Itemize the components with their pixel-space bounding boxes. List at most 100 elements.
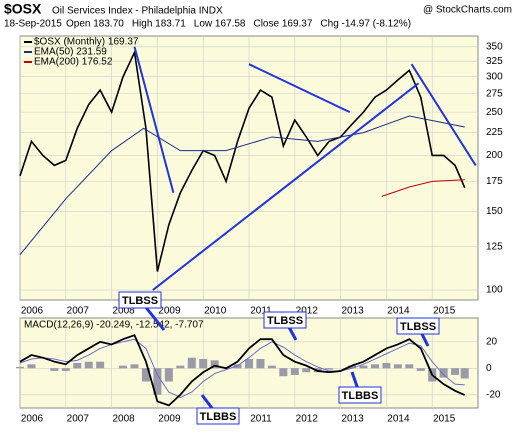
macd-line [19, 334, 466, 407]
histogram-bar [302, 368, 311, 373]
x-tick-label: 2015 [433, 306, 456, 317]
y-tick-label: 175 [486, 176, 503, 187]
x-tick-label: 2012 [296, 414, 319, 425]
histogram-bar [233, 364, 242, 369]
annotation-box [338, 386, 382, 404]
quote-item: Open 183.70 [66, 19, 124, 30]
histogram-bar [348, 365, 357, 369]
symbol: $OSX [4, 1, 42, 17]
y-tick-label: 275 [486, 88, 503, 99]
histogram-bar [199, 359, 208, 369]
x-tick-label: 2008 [112, 414, 135, 425]
y-tick-label: 350 [486, 41, 503, 52]
y-tick-label: 250 [486, 107, 503, 118]
histogram-bar [460, 368, 469, 379]
x-tick-label: 2009 [158, 414, 181, 425]
x-tick-label: 2006 [21, 414, 44, 425]
quote-item: Low 167.58 [194, 19, 246, 30]
y-tick-label: 20 [486, 336, 498, 347]
histogram-bar [359, 365, 368, 369]
price-line [19, 115, 465, 255]
y-tick-label: 150 [486, 206, 503, 217]
y-tick-label: -20 [486, 389, 501, 400]
annotation-box [196, 407, 240, 425]
histogram-bar [451, 368, 460, 375]
x-tick-label: 2012 [296, 306, 319, 317]
x-tick-label: 2015 [433, 414, 456, 425]
trendline [410, 63, 477, 166]
x-tick-label: 2013 [341, 414, 364, 425]
x-tick-label: 2011 [250, 414, 272, 425]
legend-label: $OSX (Monthly) 169.37 [34, 37, 139, 48]
histogram-bar [416, 368, 425, 371]
x-tick-label: 2007 [67, 414, 90, 425]
y-tick-label: 125 [486, 241, 503, 252]
histogram-bar [61, 368, 70, 371]
x-tick-label: 2014 [387, 414, 410, 425]
x-tick-label: 2013 [341, 306, 364, 317]
y-tick-label: 0 [486, 363, 492, 374]
histogram-bar [176, 365, 185, 369]
histogram-bar [279, 368, 288, 377]
histogram-bar [325, 368, 334, 370]
y-tick-label: 100 [486, 285, 503, 296]
histogram-bar [164, 368, 173, 382]
x-tick-label: 2010 [204, 306, 227, 317]
histogram-bar [439, 368, 448, 378]
price-line [19, 49, 466, 272]
legend-label: EMA(200) 176.52 [34, 57, 113, 68]
histogram-bar [210, 360, 219, 369]
trendline [248, 63, 351, 114]
histogram-bar [153, 368, 162, 395]
x-tick-label: 2014 [387, 306, 410, 317]
y-tick-label: 325 [486, 56, 503, 67]
histogram-bar [382, 363, 391, 369]
trendline [133, 46, 175, 194]
x-tick-label: 2008 [112, 306, 135, 317]
legend-label: EMA(50) 231.59 [34, 47, 107, 58]
date: 18-Sep-2015 [4, 19, 62, 30]
x-tick-label: 2011 [250, 306, 272, 317]
annotation: TLBBS [200, 411, 237, 423]
histogram-bar [290, 368, 299, 375]
price-line [381, 179, 465, 197]
title: Oil Services Index - Philadelphia INDX [52, 6, 223, 17]
histogram-bar [73, 363, 82, 369]
y-tick-label: 225 [486, 127, 503, 138]
histogram-bar [50, 368, 59, 371]
histogram-bar [267, 365, 276, 369]
histogram-bar [141, 368, 150, 382]
x-tick-label: 2009 [158, 306, 181, 317]
annotation-box [396, 317, 440, 335]
histogram-bar [187, 357, 196, 369]
watermark: @ StockCharts.com [423, 5, 512, 16]
annotation-box [263, 311, 307, 329]
x-tick-label: 2007 [67, 306, 90, 317]
histogram-bar [84, 361, 93, 369]
signal-line [19, 338, 465, 398]
annotation: TLBBS [342, 390, 379, 402]
panel-title: MACD(12,26,9) -20.249, -12.542, -7.707 [24, 320, 204, 331]
histogram-bar [130, 364, 139, 369]
annotation: TLBSS [267, 315, 303, 327]
histogram-bar [15, 366, 25, 369]
quote-item: Chg -14.97 (-8.12%) [320, 19, 411, 30]
histogram-bar [244, 359, 254, 369]
quote-item: Close 169.37 [253, 19, 312, 30]
histogram-bar [393, 364, 402, 369]
histogram-bar [96, 361, 105, 369]
annotation: TLBSS [400, 321, 436, 333]
histogram-bar [119, 365, 128, 369]
y-tick-label: 300 [486, 71, 503, 82]
x-tick-label: 2006 [21, 306, 44, 317]
histogram-bar [370, 364, 379, 369]
annotation-box [118, 291, 162, 309]
quote-item: High 183.71 [132, 19, 186, 30]
histogram-bar [405, 364, 414, 369]
histogram-bar [27, 364, 36, 369]
y-tick-label: 200 [486, 150, 503, 161]
trendline [152, 82, 420, 291]
histogram-bar [256, 359, 265, 369]
annotation: TLBSS [122, 295, 158, 307]
